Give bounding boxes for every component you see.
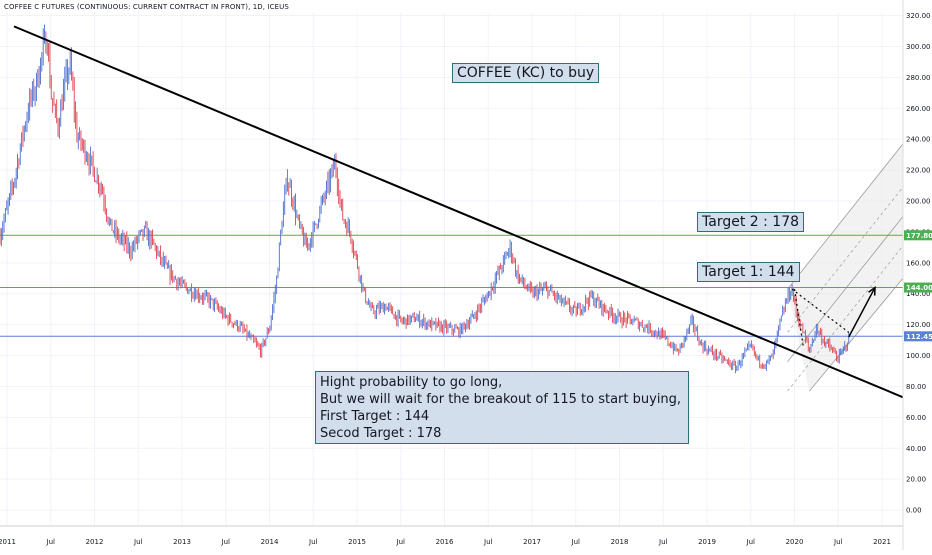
- x-tick-label: Jul: [133, 538, 143, 546]
- note-trade-plan[interactable]: Hight probability to go long, But we wil…: [315, 371, 689, 444]
- x-tick-label: Jul: [483, 538, 493, 546]
- price-label-text: 177.80: [906, 232, 932, 240]
- x-tick-label: Jul: [221, 538, 231, 546]
- y-axis: 0.00 20.00 40.00 60.00 80.00 100.00 120.00 140.…: [902, 0, 932, 550]
- x-tick-label: 2011: [0, 538, 16, 546]
- price-label-text: 144.00: [906, 284, 932, 292]
- y-tick-label: 160.00: [906, 259, 931, 267]
- y-tick-label: 220.00: [906, 167, 931, 175]
- y-tick-label: 80.00: [906, 383, 926, 391]
- x-tick-label: 2020: [786, 538, 804, 546]
- note-target-2[interactable]: Target 2 : 178: [697, 212, 805, 232]
- channel-dashed-line: [787, 186, 904, 333]
- x-axis: 2011 Jul 2012 Jul 2013 Jul 2014 Jul 2015 Jul 2016 J…: [0, 525, 903, 546]
- projection-arrow-head: [868, 286, 876, 296]
- y-tick-label: 40.00: [906, 445, 926, 453]
- x-tick-label: 2012: [86, 538, 104, 546]
- y-tick-label: 0.00: [906, 507, 922, 515]
- price-label-text: 112.45: [906, 333, 932, 341]
- price-series: [0, 24, 850, 374]
- x-tick-label: 2018: [611, 538, 629, 546]
- price-label-badge: [904, 230, 932, 241]
- horizontal-levels: [0, 234, 903, 337]
- note-coffee-title-text: COFFEE (KC) to buy: [457, 65, 595, 81]
- channel-dashed-line: [787, 245, 904, 392]
- projection-arrow-line: [848, 287, 876, 338]
- y-tick-label: 200.00: [906, 198, 931, 206]
- note-trade-plan-line: Hight probability to go long,: [320, 375, 503, 390]
- y-tick-label: 300.00: [906, 43, 931, 51]
- y-tick-label: 260.00: [906, 105, 931, 113]
- note-target-1-text: Target 1: 144: [702, 264, 795, 280]
- y-tick-label: 20.00: [906, 476, 926, 484]
- x-tick-label: Jul: [571, 538, 581, 546]
- x-tick-label: 2017: [523, 538, 541, 546]
- x-tick-label: 2015: [348, 538, 366, 546]
- x-tick-label: Jul: [396, 538, 406, 546]
- y-tick-label: 240.00: [906, 136, 931, 144]
- note-coffee-title[interactable]: COFFEE (KC) to buy: [452, 63, 600, 83]
- price-label-badge: [904, 331, 932, 342]
- x-tick-label: 2016: [436, 538, 454, 546]
- y-tick-label: 280.00: [906, 74, 931, 82]
- x-tick-label: Jul: [658, 538, 668, 546]
- x-tick-label: Jul: [833, 538, 843, 546]
- channel-lower-line: [809, 278, 904, 392]
- note-target-1[interactable]: Target 1: 144: [697, 262, 800, 282]
- y-tick-label: 320.00: [906, 12, 931, 20]
- trendlines: [13, 25, 904, 399]
- x-tick-label: 2014: [261, 538, 279, 546]
- x-tick-label: 2019: [698, 538, 716, 546]
- y-tick-label: 120.00: [906, 321, 931, 329]
- x-tick-label: Jul: [308, 538, 318, 546]
- price-label-badge: [904, 282, 932, 293]
- note-trade-plan-line: But we will wait for the breakout of 115…: [320, 392, 682, 407]
- note-trade-plan-line: Secod Target : 178: [320, 426, 442, 441]
- y-tick-label: 100.00: [906, 352, 931, 360]
- chart-header-title: COFFEE C FUTURES (CONTINUOUS: CURRENT CO…: [4, 3, 289, 11]
- note-target-2-text: Target 2 : 178: [702, 214, 800, 230]
- y-tick-label: 140.00: [906, 290, 931, 298]
- x-tick-label: 2013: [173, 538, 191, 546]
- x-tick-label: 2021: [873, 538, 891, 546]
- note-trade-plan-line: First Target : 144: [320, 409, 430, 424]
- grid: [0, 12, 903, 526]
- x-tick-label: Jul: [46, 538, 56, 546]
- dotted-guide-line: [791, 288, 850, 333]
- y-tick-label: 60.00: [906, 414, 926, 422]
- descending-trendline: [13, 25, 904, 399]
- x-tick-label: Jul: [746, 538, 756, 546]
- channel-upper-line: [787, 143, 904, 290]
